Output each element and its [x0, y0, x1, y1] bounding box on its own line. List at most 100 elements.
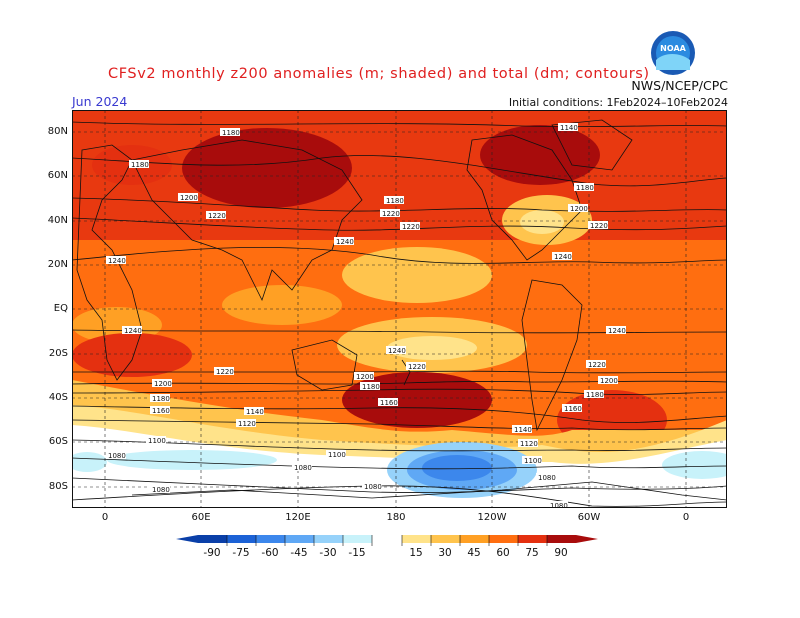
contour-label: 1080 — [294, 464, 312, 472]
contour-label: 1160 — [152, 407, 170, 415]
lat-label-80s: 80S — [48, 481, 68, 492]
lon-label-0: 0 — [101, 512, 109, 523]
contour-label: 1120 — [238, 420, 256, 428]
colorbar-arrow-low — [176, 535, 198, 543]
shade-neg-indian — [107, 450, 277, 470]
contour-label-group: 1180 1140 1180 1180 1200 1180 1200 1220 … — [106, 123, 626, 508]
colorbar-cell — [547, 535, 576, 543]
colorbar-cell — [518, 535, 547, 543]
lon-label-120e: 120E — [285, 512, 311, 523]
colorbar-label: 15 — [409, 547, 423, 559]
colorbar-label: -30 — [319, 547, 337, 559]
contour-label: 1180 — [152, 395, 170, 403]
contours — [72, 121, 727, 507]
lon-label-0-right: 0 — [682, 512, 690, 523]
colorbar-cell — [198, 535, 227, 543]
shade-usa-core — [520, 210, 564, 234]
colorbar-cell — [431, 535, 460, 543]
colorbar-label: -60 — [261, 547, 279, 559]
contour-label: 1120 — [520, 440, 538, 448]
lat-label-80n: 80N — [47, 126, 68, 137]
map-frame — [72, 110, 727, 508]
contour-label: 1200 — [600, 377, 618, 385]
contour-label: 1180 — [131, 161, 149, 169]
initial-conditions: Initial conditions: 1Feb2024–10Feb2024 — [508, 96, 728, 109]
lat-label-20n: 20N — [47, 259, 68, 270]
colorbar-label: 75 — [525, 547, 539, 559]
shade-north-band — [72, 110, 727, 240]
contour-label: 1220 — [382, 210, 400, 218]
colorbar-cell — [402, 535, 431, 543]
contour-label: 1080 — [364, 483, 382, 491]
colorbar-cell — [314, 535, 343, 543]
contour-label: 1200 — [356, 373, 374, 381]
noaa-logo: NOAA — [651, 31, 695, 75]
colorbar-cell — [460, 535, 489, 543]
noaa-logo-wave — [656, 54, 690, 70]
colorbar-label: 45 — [467, 547, 481, 559]
contour-label: 1240 — [554, 253, 572, 261]
colorbar-label: 90 — [554, 547, 568, 559]
contour-label: 1100 — [148, 437, 166, 445]
colorbar-cell — [285, 535, 314, 543]
contour-label: 1140 — [514, 426, 532, 434]
colorbar-cells — [176, 535, 598, 546]
colorbar-cell — [489, 535, 518, 543]
shade-neg-weddell — [662, 451, 727, 479]
contour-label: 1140 — [246, 408, 264, 416]
contour-label: 1160 — [380, 399, 398, 407]
contour-label: 1160 — [564, 405, 582, 413]
anomaly-map: 1180 1140 1180 1180 1200 1180 1200 1220 … — [72, 110, 727, 508]
contour-label: 1220 — [216, 368, 234, 376]
contour-label: 1220 — [588, 361, 606, 369]
shade-siberia-max — [182, 128, 352, 208]
coastlines — [76, 119, 727, 501]
agency-label: NWS/NCEP/CPC — [631, 78, 728, 93]
forecast-month: Jun 2024 — [72, 94, 128, 109]
colorbar-label: -75 — [232, 547, 250, 559]
contour-label: 1240 — [608, 327, 626, 335]
noaa-logo-text: NOAA — [660, 44, 686, 53]
colorbar-cell — [227, 535, 256, 543]
colorbar-label: -45 — [290, 547, 308, 559]
lon-label-60e: 60E — [191, 512, 211, 523]
contour-label: 1240 — [108, 257, 126, 265]
lat-label-40n: 40N — [47, 215, 68, 226]
contour-label: 1220 — [590, 222, 608, 230]
contour-label: 1220 — [402, 223, 420, 231]
contour-label: 1180 — [386, 197, 404, 205]
lat-label-40s: 40S — [48, 392, 68, 403]
contour-label: 1180 — [576, 184, 594, 192]
contour-label: 1220 — [208, 212, 226, 220]
contour-label: 1240 — [124, 327, 142, 335]
colorbar-label: -90 — [203, 547, 221, 559]
contour-label: 1100 — [524, 457, 542, 465]
lat-label-eq: EQ — [53, 303, 68, 314]
contour-label: 1080 — [152, 486, 170, 494]
colorbar-cell — [372, 535, 402, 543]
shade-neg-west — [72, 452, 107, 472]
shade-arctic-max — [480, 125, 600, 185]
contour-label: 1080 — [108, 452, 126, 460]
map-title: CFSv2 monthly z200 anomalies (m; shaded)… — [108, 66, 650, 82]
contour-label: 1180 — [362, 383, 380, 391]
contour-label: 1200 — [180, 194, 198, 202]
contour-label: 1240 — [336, 238, 354, 246]
contour-label: 1220 — [408, 363, 426, 371]
colorbar-label: -15 — [348, 547, 366, 559]
contour-label: 1080 — [538, 474, 556, 482]
contour-label: 1180 — [586, 391, 604, 399]
colorbar-label: 30 — [438, 547, 452, 559]
lat-label-60n: 60N — [47, 170, 68, 181]
contour-label: 1180 — [222, 129, 240, 137]
lon-label-180: 180 — [386, 512, 406, 523]
lon-label-120w: 120W — [477, 512, 507, 523]
colorbar-label: 60 — [496, 547, 510, 559]
colorbar-cell — [256, 535, 285, 543]
colorbar-arrow-high — [576, 535, 598, 543]
shade-s-atlantic — [72, 333, 192, 377]
contour-label: 1200 — [154, 380, 172, 388]
colorbar-cell — [343, 535, 372, 543]
graticule — [72, 110, 727, 508]
contour-label: 1240 — [388, 347, 406, 355]
